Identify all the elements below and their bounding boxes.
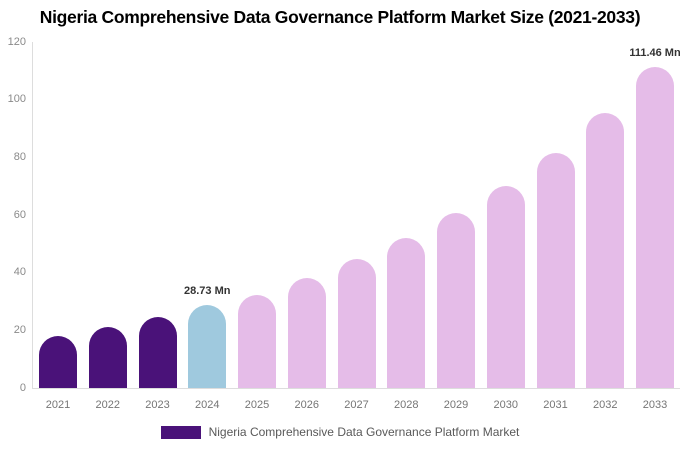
bar-2031[interactable] <box>536 153 575 388</box>
bar-2033[interactable] <box>636 66 674 388</box>
legend-label: Nigeria Comprehensive Data Governance Pl… <box>208 425 520 439</box>
y-axis-tick-label: 60 <box>13 208 26 221</box>
bar-2023[interactable] <box>138 317 177 388</box>
y-axis-tick-label: 40 <box>13 266 26 279</box>
data-label-2033: 111.46 Mn <box>629 46 680 59</box>
y-axis-tick-label: 120 <box>7 35 26 48</box>
y-axis-tick-label: 0 <box>19 381 26 394</box>
x-axis-tick-label-2029: 2029 <box>443 399 469 411</box>
x-axis-tick-label-2030: 2030 <box>493 399 518 411</box>
data-label-2024: 28.73 Mn <box>184 285 231 298</box>
x-axis-tick-label-2033: 2033 <box>642 399 668 411</box>
bar-2021[interactable] <box>39 336 77 388</box>
bar-2026[interactable] <box>287 278 326 388</box>
bar-2032[interactable] <box>586 113 625 388</box>
x-axis-tick-label-2031: 2031 <box>543 399 568 411</box>
bar-2027[interactable] <box>337 259 376 388</box>
x-axis-line <box>32 388 680 389</box>
y-axis-tick-label: 80 <box>13 150 26 163</box>
chart-title: Nigeria Comprehensive Data Governance Pl… <box>39 7 641 27</box>
x-axis-tick-label-2027: 2027 <box>344 399 369 411</box>
bar-2024[interactable] <box>188 305 227 388</box>
legend: Nigeria Comprehensive Data Governance Pl… <box>0 425 680 439</box>
bar-2022[interactable] <box>88 327 127 388</box>
x-axis-tick-label-2026: 2026 <box>294 399 319 411</box>
x-axis-tick-label-2021: 2021 <box>45 399 71 411</box>
bar-2025[interactable] <box>238 295 276 388</box>
bar-2028[interactable] <box>387 238 426 388</box>
y-axis-line <box>32 42 33 388</box>
legend-item[interactable]: Nigeria Comprehensive Data Governance Pl… <box>160 425 520 439</box>
y-axis-tick-label: 20 <box>13 323 26 336</box>
legend-swatch-icon <box>160 425 201 439</box>
x-axis-tick-label-2024: 2024 <box>195 399 220 411</box>
bar-2029[interactable] <box>437 213 475 388</box>
x-axis-tick-label-2022: 2022 <box>95 399 120 411</box>
y-axis-tick-label: 100 <box>7 93 26 106</box>
bar-2030[interactable] <box>486 186 525 388</box>
x-axis-tick-label-2023: 2023 <box>145 399 170 411</box>
x-axis-tick-label-2028: 2028 <box>394 399 419 411</box>
x-axis-tick-label-2032: 2032 <box>593 399 618 411</box>
x-axis-tick-label-2025: 2025 <box>244 399 270 411</box>
